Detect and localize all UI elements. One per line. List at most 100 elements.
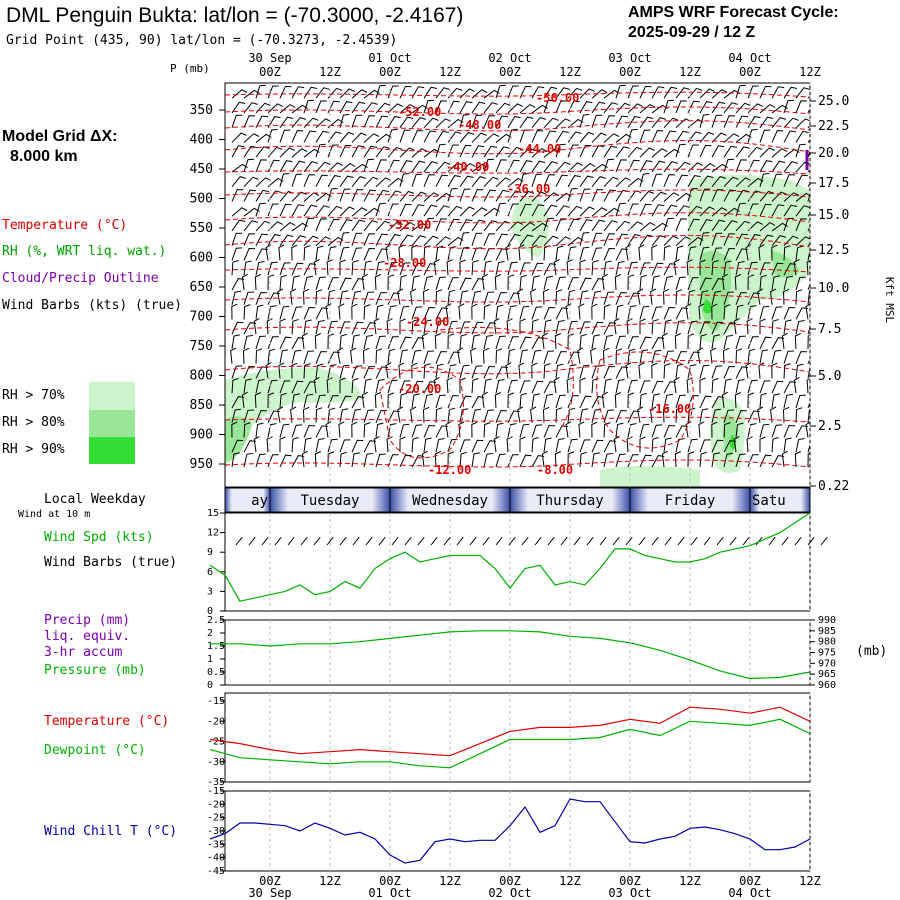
wind-barb — [423, 235, 439, 247]
wind-barb — [326, 259, 333, 276]
wind-barb — [615, 177, 632, 188]
wind-barb — [567, 187, 578, 202]
wind-barb — [735, 261, 745, 276]
wind-barb — [459, 377, 466, 394]
wind-barb — [373, 317, 380, 335]
wind-barb — [255, 115, 268, 128]
temperature-contour-label: -28.00 — [383, 256, 426, 270]
wind-barb — [519, 129, 531, 143]
wind-barb — [459, 439, 471, 453]
wind-barb — [663, 192, 680, 202]
wind-barb — [723, 334, 733, 350]
top-hour-label: 12Z — [559, 65, 581, 79]
wind-barb — [231, 232, 243, 246]
wind-barb — [231, 452, 241, 468]
wind-barb — [387, 379, 398, 394]
wind-barb — [327, 131, 342, 143]
wind-barb — [699, 439, 711, 453]
rh-area-5 — [770, 250, 800, 278]
wind-barb — [783, 393, 793, 409]
surface-wind-barb — [261, 536, 269, 546]
wind-barb — [423, 174, 436, 187]
wind-barb — [662, 288, 670, 305]
wind-barb — [759, 190, 775, 202]
wind-barb — [663, 437, 672, 453]
wind-barb — [471, 176, 487, 188]
wind-barb — [747, 203, 759, 217]
surface-wind-barb — [599, 536, 607, 546]
wind-barb — [495, 115, 508, 128]
bottom-hour-label: 12Z — [799, 874, 821, 888]
wind-barb — [351, 89, 368, 99]
wind-barb — [759, 203, 772, 217]
wind-barb — [747, 85, 759, 99]
top-date-label: 04 Oct — [728, 51, 771, 65]
wind-barb — [435, 363, 444, 379]
surface-wind-barb — [547, 536, 555, 546]
wind-barb — [351, 421, 358, 438]
wind-barb — [639, 160, 653, 173]
wind-barb — [291, 160, 306, 173]
wind-barb — [459, 232, 470, 246]
wind-barb — [255, 102, 271, 114]
surface-wind-barb — [339, 536, 347, 546]
top-hour-label: 12Z — [679, 65, 701, 79]
height-tick-label: 22.5 — [818, 119, 849, 134]
surface-wind-barb — [495, 536, 503, 546]
wind-barb — [795, 320, 805, 335]
wind-barb — [291, 319, 299, 335]
wind-barb — [735, 292, 747, 305]
wind-barb — [663, 174, 676, 187]
wind-barb — [733, 317, 740, 335]
wind-barb — [254, 392, 262, 408]
wind-barb — [759, 436, 766, 453]
wind-barb — [795, 438, 805, 453]
bottom-date-label: 02 Oct — [488, 886, 531, 900]
wind-barb — [519, 103, 536, 114]
wind-barb — [711, 114, 723, 128]
bottom-hour-label: 12Z — [559, 874, 581, 888]
wind-barb — [783, 235, 799, 247]
wind-barb — [435, 236, 452, 247]
wind-barb — [663, 319, 672, 335]
weekday-label: Wednesday — [412, 493, 488, 509]
wind-barb — [255, 177, 272, 188]
wind-barb — [363, 452, 373, 468]
wind-barb — [363, 176, 379, 188]
wind-barb — [243, 260, 252, 276]
wind-barb — [687, 187, 698, 202]
wind-barb — [675, 351, 687, 364]
wind-barb — [459, 101, 473, 114]
wind-barb — [759, 380, 771, 394]
wind-barb — [339, 333, 348, 349]
height-tick-label: 12.5 — [818, 243, 849, 258]
wind-barb — [519, 234, 534, 246]
wind-barb — [651, 130, 664, 143]
wind-barb — [519, 190, 535, 202]
wind-barb — [338, 303, 345, 320]
wind-barb — [507, 221, 524, 232]
wind-barb — [565, 421, 572, 438]
wind-barb — [291, 424, 303, 438]
windchill-label: Wind Chill T (°C) — [44, 824, 178, 839]
wind-barb — [459, 395, 472, 409]
wind-barb — [507, 190, 522, 202]
pressure-tick-label: 900 — [190, 428, 213, 443]
wind-barb — [471, 421, 478, 438]
wind-speed-line — [209, 512, 811, 602]
wind-barb — [543, 306, 556, 320]
wind-barb — [627, 379, 638, 394]
wind-barb — [483, 304, 491, 320]
wind-barb — [411, 130, 424, 143]
wind-barb — [483, 233, 496, 246]
wind-barb — [351, 247, 363, 261]
wind-barb — [387, 103, 404, 114]
wind-barb — [483, 247, 496, 261]
wind-barb — [579, 88, 595, 99]
page-title: DML Penguin Bukta: lat/lon = (-70.3000, … — [6, 4, 464, 27]
wind-barb — [651, 362, 658, 379]
wind-barb — [363, 409, 375, 423]
wind-barb — [243, 115, 256, 128]
wind-barb — [579, 290, 589, 305]
wind-barb — [711, 452, 721, 468]
